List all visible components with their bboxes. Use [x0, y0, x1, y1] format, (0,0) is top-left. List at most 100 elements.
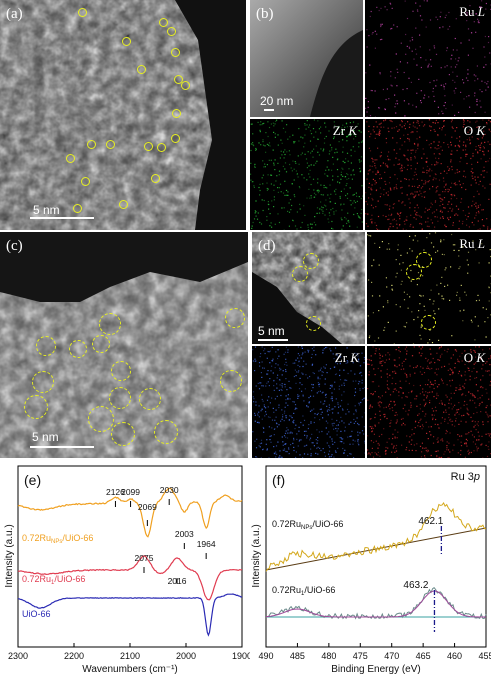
panel-a-scale-label: 5 nm: [33, 203, 60, 217]
nanoparticle-marker: [136, 64, 146, 74]
panel-e-series-ru-nps: [17, 487, 243, 538]
nanoparticle-marker: [88, 406, 114, 432]
panel-e-label-ru1-sub: 1: [51, 580, 55, 586]
x-tick-label: 480: [321, 651, 336, 661]
panel-f-label-ru-nps: 0.72RuNPs/UiO-66: [272, 519, 343, 531]
panel-e-label-ru-nps-prefix: 0.72Ru: [22, 533, 51, 543]
panel-b-haadf-image: (b) 20 nm: [250, 0, 363, 117]
nanoparticle-marker: [150, 173, 160, 183]
x-tick-label: 1900: [232, 651, 250, 661]
nanoparticle-marker: [143, 141, 153, 151]
nanoparticle-marker: [118, 199, 128, 209]
panel-d-haadf-image: (d) 5 nm: [252, 232, 365, 344]
panel-c-scale-bar: [30, 446, 94, 448]
panel-b-tag: (b): [256, 6, 274, 22]
panel-d-tag: (d): [258, 238, 276, 254]
nanoparticle-marker: [225, 308, 245, 328]
panel-d-ru-marker: [416, 252, 432, 268]
panel-b-ru-line: L: [477, 4, 485, 19]
nanoparticle-marker: [111, 361, 131, 381]
peak-label: 1964: [197, 539, 216, 549]
nanoparticle-marker: [36, 336, 56, 356]
panel-d-o-line: K: [476, 350, 485, 365]
nanoparticle-marker: [77, 7, 87, 17]
nanoparticle-marker: [80, 176, 90, 186]
panel-b-scale-bar: [264, 109, 274, 111]
peak-label: 2099: [121, 487, 140, 497]
panel-f-label-ru-nps-prefix: 0.72Ru: [272, 519, 301, 529]
x-tick-label: 475: [353, 651, 368, 661]
nanoparticle-marker: [105, 139, 115, 149]
panel-f-frame: [265, 465, 487, 648]
nanoparticle-marker: [139, 388, 161, 410]
peak-label: 2069: [138, 502, 157, 512]
nanoparticle-marker: [121, 36, 131, 46]
panel-e-label-ru-nps: 0.72RuNPs/UiO-66: [22, 533, 93, 545]
panel-e-label-uio66: UiO-66: [22, 609, 51, 619]
x-tick-label: 2100: [120, 651, 140, 661]
panel-d-zr-line: K: [350, 350, 359, 365]
panel-d-marker: [306, 316, 321, 331]
panel-e-tag: (e): [24, 472, 41, 488]
panel-f-label-ru1-suffix: /UiO-66: [304, 585, 335, 595]
nanoparticle-marker: [220, 370, 242, 392]
x-tick-label: 485: [290, 651, 305, 661]
panel-e-xlabel: Wavenumbers (cm⁻¹): [82, 664, 177, 675]
x-tick-label: 2200: [64, 651, 84, 661]
nanoparticle-marker: [65, 153, 75, 163]
nanoparticle-marker: [170, 133, 180, 143]
peak-label: 2126: [106, 487, 125, 497]
panel-e-label-ru-nps-sub: NPs: [51, 539, 62, 545]
panel-d-ru-line: L: [477, 236, 485, 251]
panel-f-xps-chart: (f) Intensity (a.u.) Ru 3p 490 485 480 475 4…: [251, 465, 491, 675]
panel-e-x-ticks: 2300 2200 2100 2000 1900: [8, 643, 250, 661]
panel-e-label-ru1-prefix: 0.72Ru: [22, 574, 51, 584]
x-tick-label: 470: [384, 651, 399, 661]
nanoparticle-marker: [32, 371, 54, 393]
x-tick-label: 2000: [176, 651, 196, 661]
nanoparticle-marker: [99, 313, 121, 335]
panel-f-label-ru1-prefix: 0.72Ru: [272, 585, 301, 595]
panel-d-zr-map: Zr K: [252, 346, 365, 458]
panel-f-series-ru1: [265, 587, 487, 620]
panel-b-zr-line: K: [348, 123, 357, 138]
panel-d-scale-bar: [258, 339, 288, 341]
nanoparticle-marker: [86, 139, 96, 149]
panel-d-o-element: O: [463, 350, 474, 365]
panel-d-ru-marker: [406, 264, 422, 280]
nanoparticle-marker: [171, 108, 181, 118]
panel-b-o-line: K: [476, 123, 485, 138]
panel-e-label-ru-nps-suffix: /UiO-66: [62, 533, 93, 543]
panel-b-scale-label: 20 nm: [260, 94, 294, 108]
panel-b-o-map: O K: [365, 119, 491, 230]
panel-d-marker: [292, 266, 308, 282]
x-tick-label: 460: [447, 651, 462, 661]
panel-e-label-ru1-suffix: /UiO-66: [54, 574, 85, 584]
nanoparticle-marker: [180, 80, 190, 90]
panel-d-zr-element: Zr: [334, 350, 348, 365]
panel-d-ru-element: Ru: [459, 236, 475, 251]
nanoparticle-marker: [69, 340, 87, 358]
panel-d-scale-label: 5 nm: [258, 324, 285, 338]
panel-f-fit-ru1: [265, 590, 486, 618]
x-tick-label: 490: [258, 651, 273, 661]
panel-b-zr-element: Zr: [332, 123, 346, 138]
panel-d-o-map: O K: [367, 346, 491, 458]
panel-f-baseline-ru-nps: [265, 527, 487, 571]
panel-f-label-ru1: 0.72Ru1/UiO-66: [272, 585, 335, 597]
panel-e-series-ru1: [17, 555, 243, 601]
panel-a-texture: [0, 0, 246, 230]
peak-label: 2075: [135, 553, 154, 563]
panel-a-tag: (a): [6, 6, 23, 22]
nanoparticle-marker: [72, 203, 82, 213]
panel-f-label-ru-nps-suffix: /UiO-66: [312, 519, 343, 529]
panel-d-ru-marker: [421, 315, 436, 330]
nanoparticle-marker: [92, 335, 110, 353]
panel-e-ir-chart: (e) Intensity (a.u.) 2300 2200 2100 2000 190…: [4, 465, 250, 675]
nanoparticle-marker: [166, 26, 176, 36]
panel-f-xlabel: Binding Energy (eV): [331, 664, 421, 675]
panel-b-zr-map: Zr K: [250, 119, 363, 230]
nanoparticle-marker: [109, 387, 131, 409]
panel-f-peak-label-ru-nps: 462.1: [418, 516, 443, 527]
